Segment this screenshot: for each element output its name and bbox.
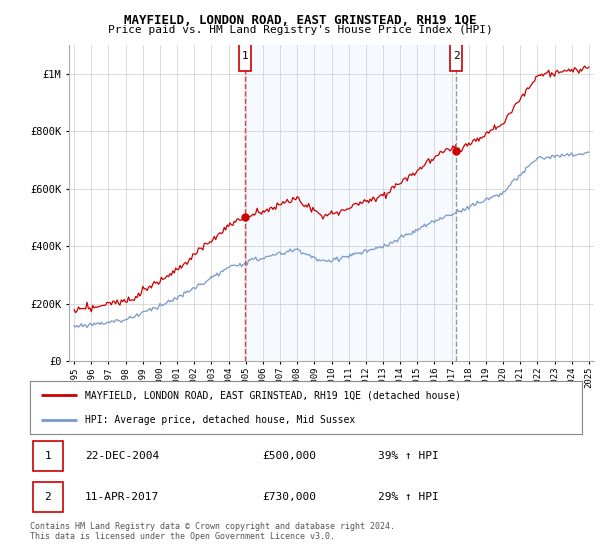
Bar — [245, 45, 456, 361]
Text: 22-DEC-2004: 22-DEC-2004 — [85, 451, 160, 461]
FancyBboxPatch shape — [33, 482, 63, 512]
FancyBboxPatch shape — [450, 42, 462, 71]
Text: HPI: Average price, detached house, Mid Sussex: HPI: Average price, detached house, Mid … — [85, 414, 355, 424]
Text: 11-APR-2017: 11-APR-2017 — [85, 492, 160, 502]
Text: 29% ↑ HPI: 29% ↑ HPI — [378, 492, 439, 502]
Text: 1: 1 — [44, 451, 52, 461]
Text: 1: 1 — [242, 52, 248, 61]
Text: £730,000: £730,000 — [262, 492, 316, 502]
FancyBboxPatch shape — [33, 441, 63, 472]
Text: Contains HM Land Registry data © Crown copyright and database right 2024.
This d: Contains HM Land Registry data © Crown c… — [30, 522, 395, 542]
FancyBboxPatch shape — [239, 42, 251, 71]
Text: Price paid vs. HM Land Registry's House Price Index (HPI): Price paid vs. HM Land Registry's House … — [107, 25, 493, 35]
Text: £500,000: £500,000 — [262, 451, 316, 461]
Text: 39% ↑ HPI: 39% ↑ HPI — [378, 451, 439, 461]
Text: 2: 2 — [44, 492, 52, 502]
Text: 2: 2 — [453, 52, 460, 61]
Text: MAYFIELD, LONDON ROAD, EAST GRINSTEAD, RH19 1QE: MAYFIELD, LONDON ROAD, EAST GRINSTEAD, R… — [124, 14, 476, 27]
Text: MAYFIELD, LONDON ROAD, EAST GRINSTEAD, RH19 1QE (detached house): MAYFIELD, LONDON ROAD, EAST GRINSTEAD, R… — [85, 390, 461, 400]
